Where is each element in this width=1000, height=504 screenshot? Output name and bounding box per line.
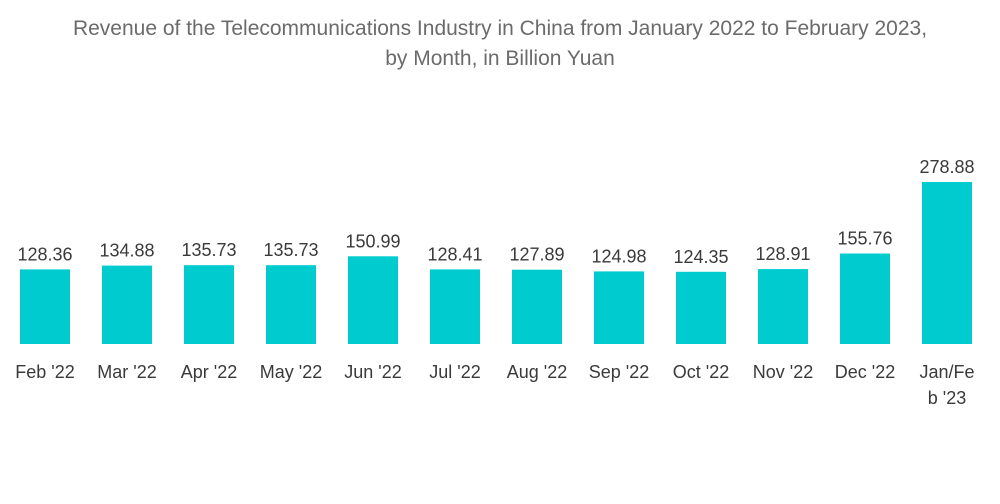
bar-value-label: 278.88 xyxy=(919,157,974,177)
bar-value-label: 135.73 xyxy=(263,240,318,260)
bar xyxy=(266,265,316,344)
x-tick-label: Mar '22 xyxy=(97,362,156,382)
bar xyxy=(758,269,808,344)
bars-layer xyxy=(20,182,972,344)
bar xyxy=(922,182,972,344)
x-tick-label: Aug '22 xyxy=(507,362,568,382)
bar-value-label: 128.91 xyxy=(755,244,810,264)
bar xyxy=(676,271,726,344)
x-tick-label: Jul '22 xyxy=(429,362,480,382)
x-tick-label: Dec '22 xyxy=(835,362,895,382)
bar-value-label: 124.35 xyxy=(673,247,728,267)
bar-value-label: 128.36 xyxy=(17,244,72,264)
chart-title-line-1: Revenue of the Telecommunications Indust… xyxy=(72,17,928,40)
bar-value-label: 128.41 xyxy=(427,244,482,264)
bar xyxy=(348,256,398,344)
x-tick-label: Oct '22 xyxy=(673,362,729,382)
chart-title-line-2: by Month, in Billion Yuan xyxy=(385,47,615,70)
x-tick-label: Jun '22 xyxy=(344,362,401,382)
bar xyxy=(430,269,480,344)
bar-value-label: 155.76 xyxy=(837,229,892,249)
x-tick-label: Jan/Fe b '23 xyxy=(919,362,974,408)
bar-value-label: 135.73 xyxy=(181,240,236,260)
x-axis-tick-labels: Feb '22 Mar '22 Apr '22 May '22 Jun '22 Jul '… xyxy=(15,362,974,408)
x-tick-label: Sep '22 xyxy=(589,362,650,382)
value-labels-layer: 128.36 134.88 135.73 135.73 150.99 128.41 127.… xyxy=(17,157,974,267)
x-tick-label: Feb '22 xyxy=(15,362,74,382)
x-tick-label: Apr '22 xyxy=(181,362,237,382)
bar xyxy=(20,269,70,344)
bar xyxy=(840,253,890,344)
bar-value-label: 127.89 xyxy=(509,245,564,265)
bar xyxy=(184,265,234,344)
chart-title: Revenue of the Telecommunications Indust… xyxy=(0,14,1000,74)
x-tick-label: May '22 xyxy=(260,362,322,382)
bar-value-label: 134.88 xyxy=(99,241,154,261)
bar-value-label: 150.99 xyxy=(345,231,400,251)
x-tick-label: Nov '22 xyxy=(753,362,813,382)
bar xyxy=(512,269,562,344)
bar xyxy=(594,271,644,344)
bar xyxy=(102,265,152,344)
bar-value-label: 124.98 xyxy=(591,246,646,266)
